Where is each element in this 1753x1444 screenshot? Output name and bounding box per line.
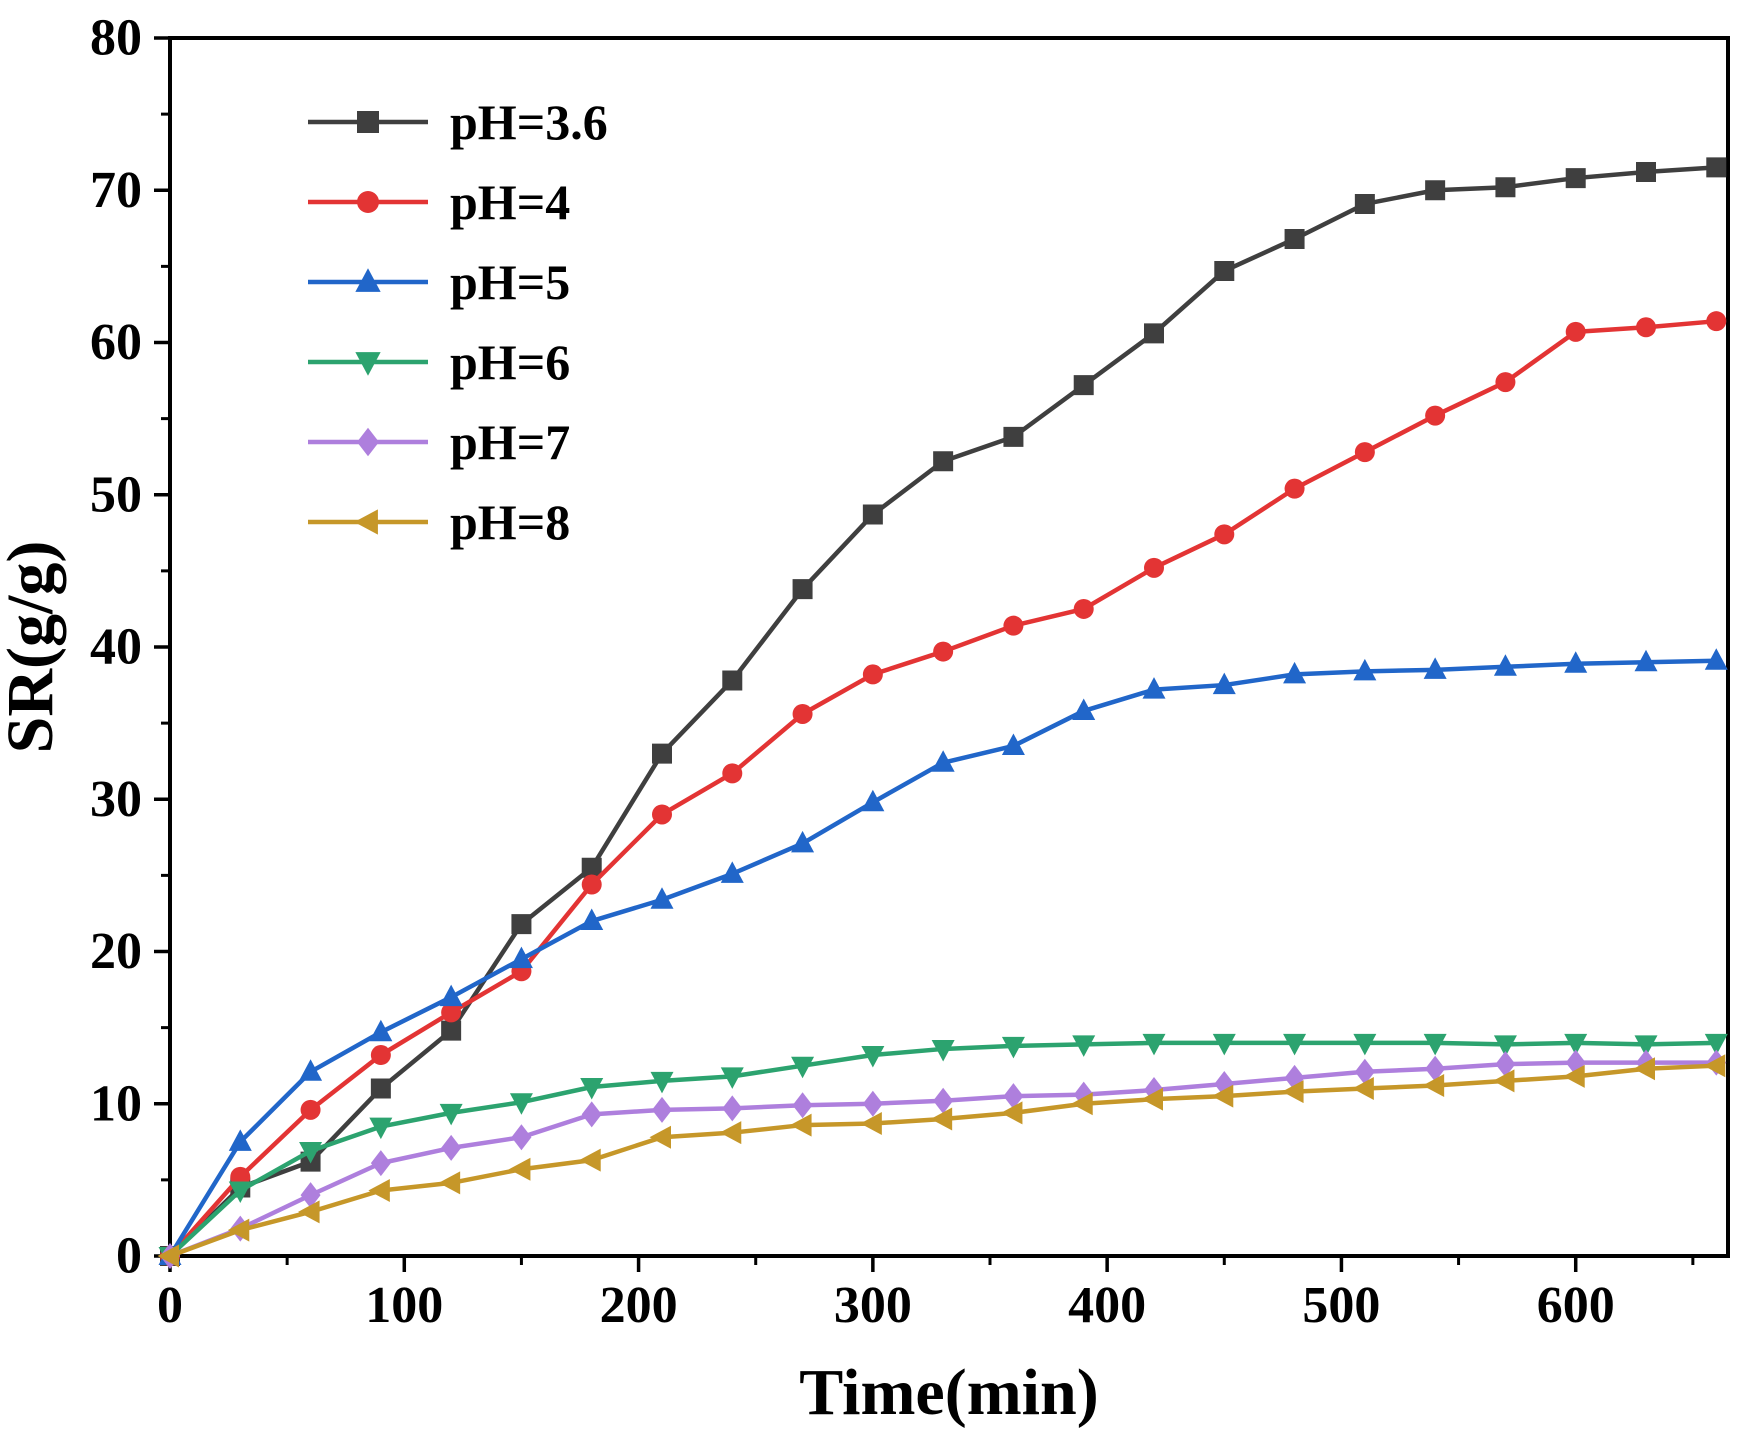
svg-text:SR(g/g): SR(g/g) [0, 541, 67, 754]
svg-text:70: 70 [90, 162, 142, 219]
svg-text:30: 30 [90, 771, 142, 828]
svg-text:100: 100 [365, 1277, 443, 1334]
svg-text:400: 400 [1068, 1277, 1146, 1334]
svg-text:pH=5: pH=5 [450, 254, 570, 310]
svg-text:200: 200 [600, 1277, 678, 1334]
svg-text:20: 20 [90, 923, 142, 980]
svg-text:50: 50 [90, 466, 142, 523]
svg-text:Time(min): Time(min) [799, 1356, 1098, 1429]
svg-text:0: 0 [116, 1228, 142, 1285]
svg-text:pH=6: pH=6 [450, 334, 570, 390]
svg-text:pH=7: pH=7 [450, 414, 570, 470]
svg-text:pH=4: pH=4 [450, 174, 570, 230]
svg-text:300: 300 [834, 1277, 912, 1334]
svg-text:0: 0 [157, 1277, 183, 1334]
svg-text:60: 60 [90, 314, 142, 371]
svg-text:pH=8: pH=8 [450, 494, 570, 550]
svg-text:pH=3.6: pH=3.6 [450, 94, 608, 150]
svg-text:40: 40 [90, 619, 142, 676]
svg-text:80: 80 [90, 10, 142, 67]
svg-text:10: 10 [90, 1075, 142, 1132]
svg-text:500: 500 [1302, 1277, 1380, 1334]
svg-text:600: 600 [1537, 1277, 1615, 1334]
